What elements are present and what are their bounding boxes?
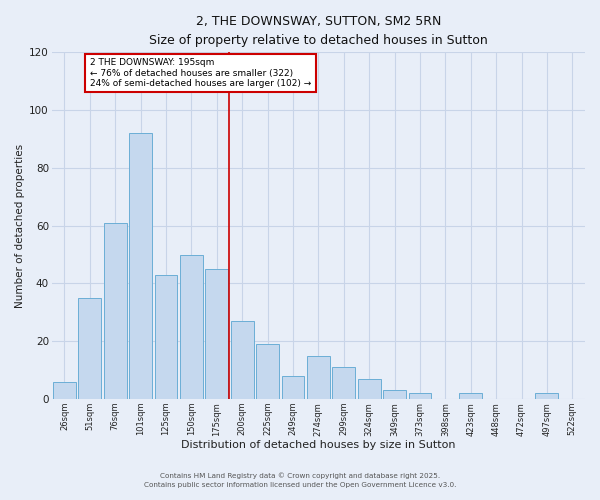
Y-axis label: Number of detached properties: Number of detached properties (15, 144, 25, 308)
Title: 2, THE DOWNSWAY, SUTTON, SM2 5RN
Size of property relative to detached houses in: 2, THE DOWNSWAY, SUTTON, SM2 5RN Size of… (149, 15, 488, 47)
Bar (205, 269, 228, 399)
Bar (231, 321, 254, 399)
Bar (409, 394, 431, 399)
Bar (383, 390, 406, 399)
Bar (307, 356, 330, 399)
Text: Contains HM Land Registry data © Crown copyright and database right 2025.
Contai: Contains HM Land Registry data © Crown c… (144, 472, 456, 488)
Bar (79, 298, 101, 399)
Bar (53, 382, 76, 399)
Bar (332, 368, 355, 399)
Bar (281, 376, 304, 399)
Bar (180, 254, 203, 399)
Text: 2 THE DOWNSWAY: 195sqm
← 76% of detached houses are smaller (322)
24% of semi-de: 2 THE DOWNSWAY: 195sqm ← 76% of detached… (90, 58, 311, 88)
Bar (155, 275, 178, 399)
Bar (535, 394, 559, 399)
X-axis label: Distribution of detached houses by size in Sutton: Distribution of detached houses by size … (181, 440, 455, 450)
Bar (358, 379, 380, 399)
Bar (104, 223, 127, 399)
Bar (459, 394, 482, 399)
Bar (256, 344, 279, 399)
Bar (129, 133, 152, 399)
